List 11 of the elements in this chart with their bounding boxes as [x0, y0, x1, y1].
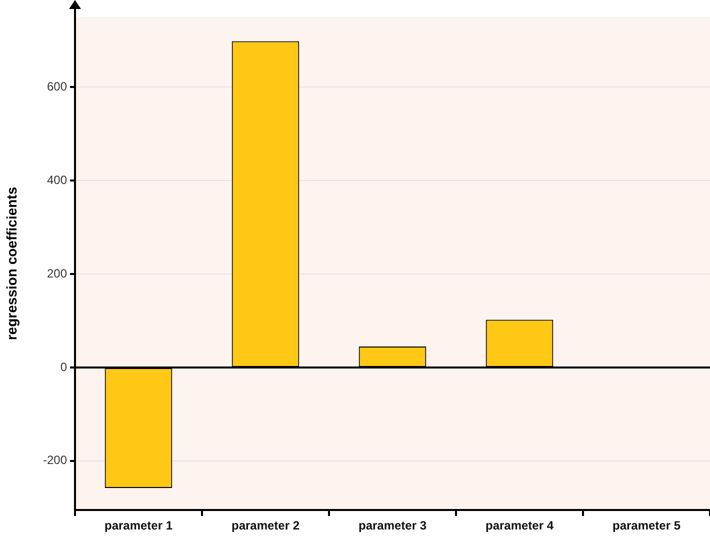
x-tick-label: parameter 4 [485, 518, 554, 533]
y-axis-title: regression coefficients [3, 186, 20, 340]
x-tick-label: parameter 5 [612, 518, 681, 533]
x-tick-label: parameter 2 [231, 518, 300, 533]
y-tick-label: 400 [46, 172, 68, 187]
x-tick-label: parameter 1 [104, 518, 173, 533]
y-tick-label: 600 [46, 79, 68, 94]
x-tick-label: parameter 3 [358, 518, 427, 533]
y-tick-label: 0 [60, 360, 68, 374]
y-tick-label: -200 [42, 453, 68, 468]
y-tick-label: 200 [46, 266, 68, 280]
